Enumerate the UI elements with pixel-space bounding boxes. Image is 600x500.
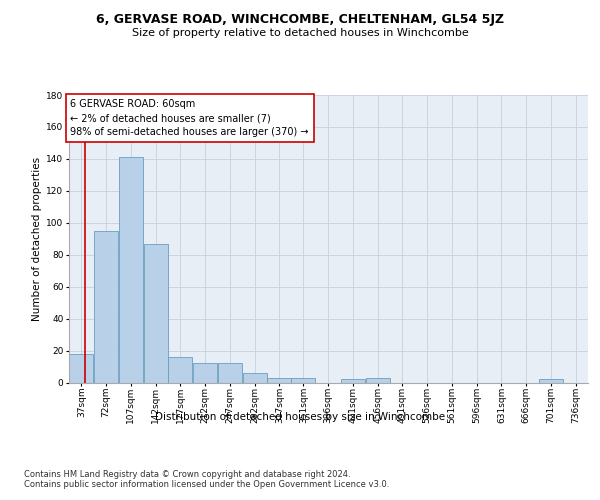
Bar: [267, 378, 292, 382]
Text: 6, GERVASE ROAD, WINCHCOMBE, CHELTENHAM, GL54 5JZ: 6, GERVASE ROAD, WINCHCOMBE, CHELTENHAM,…: [96, 12, 504, 26]
Bar: [539, 380, 563, 382]
Y-axis label: Number of detached properties: Number of detached properties: [32, 156, 42, 321]
Bar: [242, 373, 267, 382]
Bar: [168, 357, 193, 382]
Bar: [119, 158, 143, 382]
Bar: [218, 364, 242, 382]
Bar: [341, 380, 365, 382]
Text: Contains HM Land Registry data © Crown copyright and database right 2024.
Contai: Contains HM Land Registry data © Crown c…: [24, 470, 389, 490]
Bar: [292, 378, 316, 382]
Bar: [69, 354, 94, 382]
Text: 6 GERVASE ROAD: 60sqm
← 2% of detached houses are smaller (7)
98% of semi-detach: 6 GERVASE ROAD: 60sqm ← 2% of detached h…: [70, 100, 309, 138]
Bar: [94, 231, 118, 382]
Text: Distribution of detached houses by size in Winchcombe: Distribution of detached houses by size …: [155, 412, 445, 422]
Bar: [365, 378, 390, 382]
Bar: [193, 364, 217, 382]
Bar: [143, 244, 168, 382]
Text: Size of property relative to detached houses in Winchcombe: Size of property relative to detached ho…: [131, 28, 469, 38]
